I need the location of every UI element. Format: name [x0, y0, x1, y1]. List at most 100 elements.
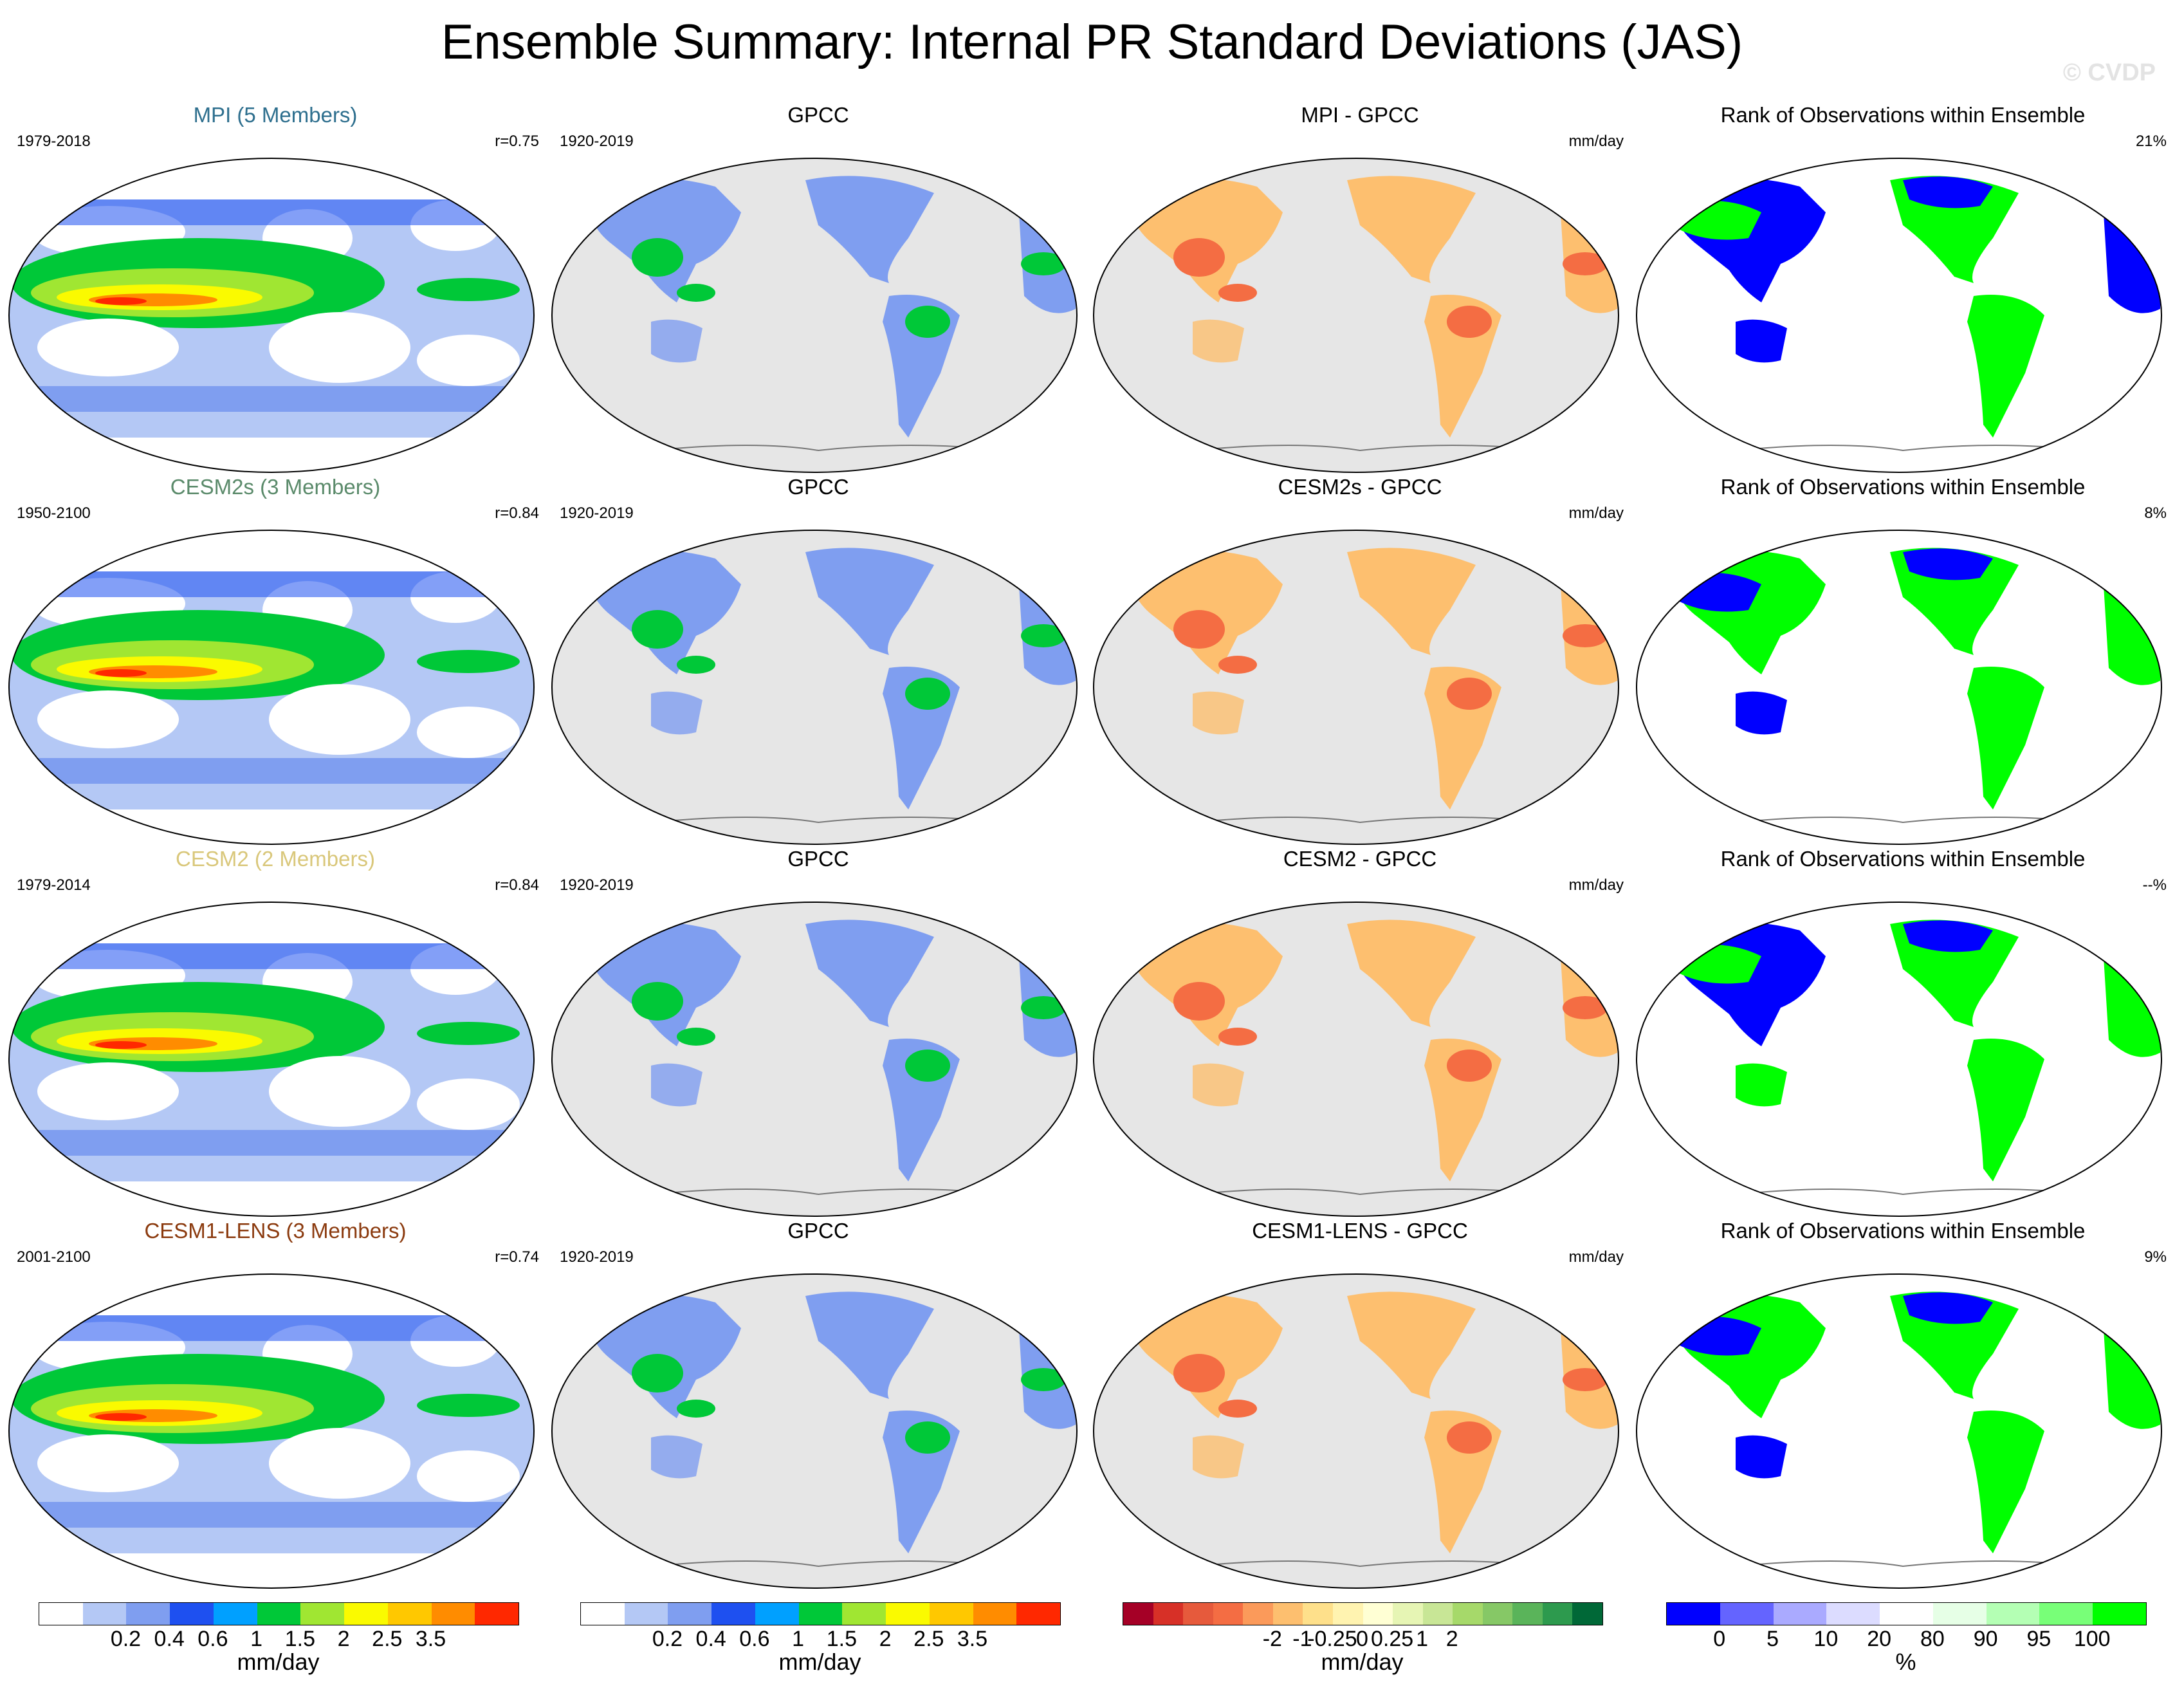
europe-africa-rank — [2102, 193, 2160, 313]
sahel-region — [1021, 624, 1066, 647]
colorbar-tick-label: -2 — [1262, 1627, 1282, 1651]
colorbar-swatch — [170, 1603, 214, 1625]
model-years: 1979-2014 — [17, 876, 91, 894]
colorbar-tick-label: 0.4 — [695, 1627, 726, 1651]
colorbar-tick-label: 0.6 — [197, 1627, 228, 1651]
colorbar-swatch — [842, 1603, 886, 1625]
rank-percent: 21% — [2135, 133, 2167, 150]
diff-panel-title: CESM2 - GPCC — [1283, 847, 1437, 871]
north-america-landmass — [1347, 1291, 1476, 1399]
colorbar-swatch — [581, 1603, 625, 1625]
colorbar-swatch — [1213, 1603, 1243, 1625]
obs-stddev-colorbar-label: mm/day — [778, 1649, 861, 1675]
model-map — [8, 902, 535, 1217]
north-america-landmass — [805, 548, 934, 655]
sahel-region — [1021, 996, 1066, 1019]
rank-map — [1636, 530, 2162, 845]
diff-map — [1093, 158, 1619, 473]
monsoon-region — [632, 238, 683, 277]
colorbar-swatch — [1773, 1603, 1827, 1625]
colorbar-tick-label: 3.5 — [957, 1627, 988, 1651]
southern-storm-track — [9, 1130, 534, 1156]
maritime-region — [677, 656, 715, 674]
australia-rank — [1736, 691, 1787, 735]
southern-storm-track — [9, 758, 534, 784]
diff-map — [1093, 1273, 1619, 1589]
colorbar-swatch — [1986, 1603, 2040, 1625]
north-america-landmass — [1347, 548, 1476, 655]
colorbar-tick-label: 1.5 — [826, 1627, 857, 1651]
colorbar-tick-label: -1 — [1292, 1627, 1312, 1651]
colorbar-tick-label: 2 — [1445, 1627, 1458, 1651]
rank-colorbar-label: % — [1895, 1649, 1916, 1675]
colorbar-swatch — [1243, 1603, 1273, 1625]
colorbar-swatch — [39, 1603, 83, 1625]
australia-rank — [1736, 1063, 1787, 1107]
monsoon-region — [1173, 982, 1225, 1021]
colorbar-swatch — [1016, 1603, 1061, 1625]
arctic-rank — [1903, 1292, 1993, 1324]
polar-band — [9, 902, 534, 943]
polar-band — [9, 1181, 534, 1216]
colorbar-swatch — [431, 1603, 475, 1625]
obs-map — [551, 158, 1078, 473]
colorbar-swatch — [1393, 1603, 1423, 1625]
southern-storm-track — [9, 1502, 534, 1528]
model-map — [8, 530, 535, 845]
map-border — [1093, 902, 1619, 1217]
obs-map — [551, 530, 1078, 845]
colorbar-swatch — [1123, 1603, 1153, 1625]
diff-panel: MPI - GPCC mm/day — [1090, 103, 1630, 473]
model-panel-title: CESM1-LENS (3 Members) — [144, 1219, 407, 1243]
map-border — [1636, 530, 2162, 845]
diff-panel: CESM2s - GPCC mm/day — [1090, 475, 1630, 845]
map-border — [8, 902, 535, 1217]
colorbar-swatch — [1542, 1603, 1573, 1625]
rank-percent: 9% — [2144, 1248, 2167, 1266]
australia-landmass — [651, 319, 702, 363]
map-border — [551, 530, 1078, 845]
colorbar-tick-label: 90 — [1973, 1627, 1998, 1651]
monsoon-region — [632, 982, 683, 1021]
colorbar-swatch — [257, 1603, 301, 1625]
colorbar-swatch — [2039, 1603, 2093, 1625]
rank-map — [1636, 902, 2162, 1217]
storm-track — [31, 199, 520, 225]
diff-panel: CESM2 - GPCC mm/day — [1090, 847, 1630, 1217]
colorbar-swatch — [1880, 1603, 1933, 1625]
model-panel: CESM1-LENS (3 Members) 2001-2100 r=0.74 — [5, 1219, 546, 1589]
atlantic-itcz — [417, 650, 520, 673]
south-america-rank — [1967, 295, 2044, 438]
europe-africa-rank — [2102, 565, 2160, 685]
map-border — [551, 902, 1078, 1217]
monsoon-region — [1173, 238, 1225, 277]
itcz-peak — [95, 1413, 147, 1421]
amazon-region — [905, 1050, 950, 1082]
colorbar-swatch — [1422, 1603, 1453, 1625]
model-panel: CESM2 (2 Members) 1979-2014 r=0.84 — [5, 847, 546, 1217]
amazon-region — [905, 678, 950, 710]
maritime-region — [1218, 1400, 1257, 1418]
colorbar-tick-label: 1 — [1416, 1627, 1429, 1651]
australia-landmass — [651, 691, 702, 735]
diff-panel-title: MPI - GPCC — [1301, 103, 1419, 127]
dry-region — [37, 1434, 179, 1492]
map-border — [8, 158, 535, 473]
rank-panel-title: Rank of Observations within Ensemble — [1720, 475, 2086, 499]
map-border — [1093, 530, 1619, 845]
maritime-region — [1218, 656, 1257, 674]
australia-landmass — [651, 1435, 702, 1479]
maritime-region — [677, 1028, 715, 1046]
colorbar-tick-label: 95 — [2026, 1627, 2051, 1651]
obs-years: 1920-2019 — [560, 876, 634, 894]
amazon-region — [1447, 678, 1492, 710]
colorbar-tick-label: 2 — [879, 1627, 892, 1651]
obs-panel-title: GPCC — [787, 475, 849, 499]
model-map — [8, 1273, 535, 1589]
rank-map — [1636, 1273, 2162, 1589]
model-years: 1950-2100 — [17, 504, 91, 522]
south-america-rank — [1967, 667, 2044, 809]
sahel-region — [1021, 1368, 1066, 1391]
australia-landmass — [1193, 691, 1244, 735]
stddev-colorbar-label: mm/day — [237, 1649, 320, 1675]
